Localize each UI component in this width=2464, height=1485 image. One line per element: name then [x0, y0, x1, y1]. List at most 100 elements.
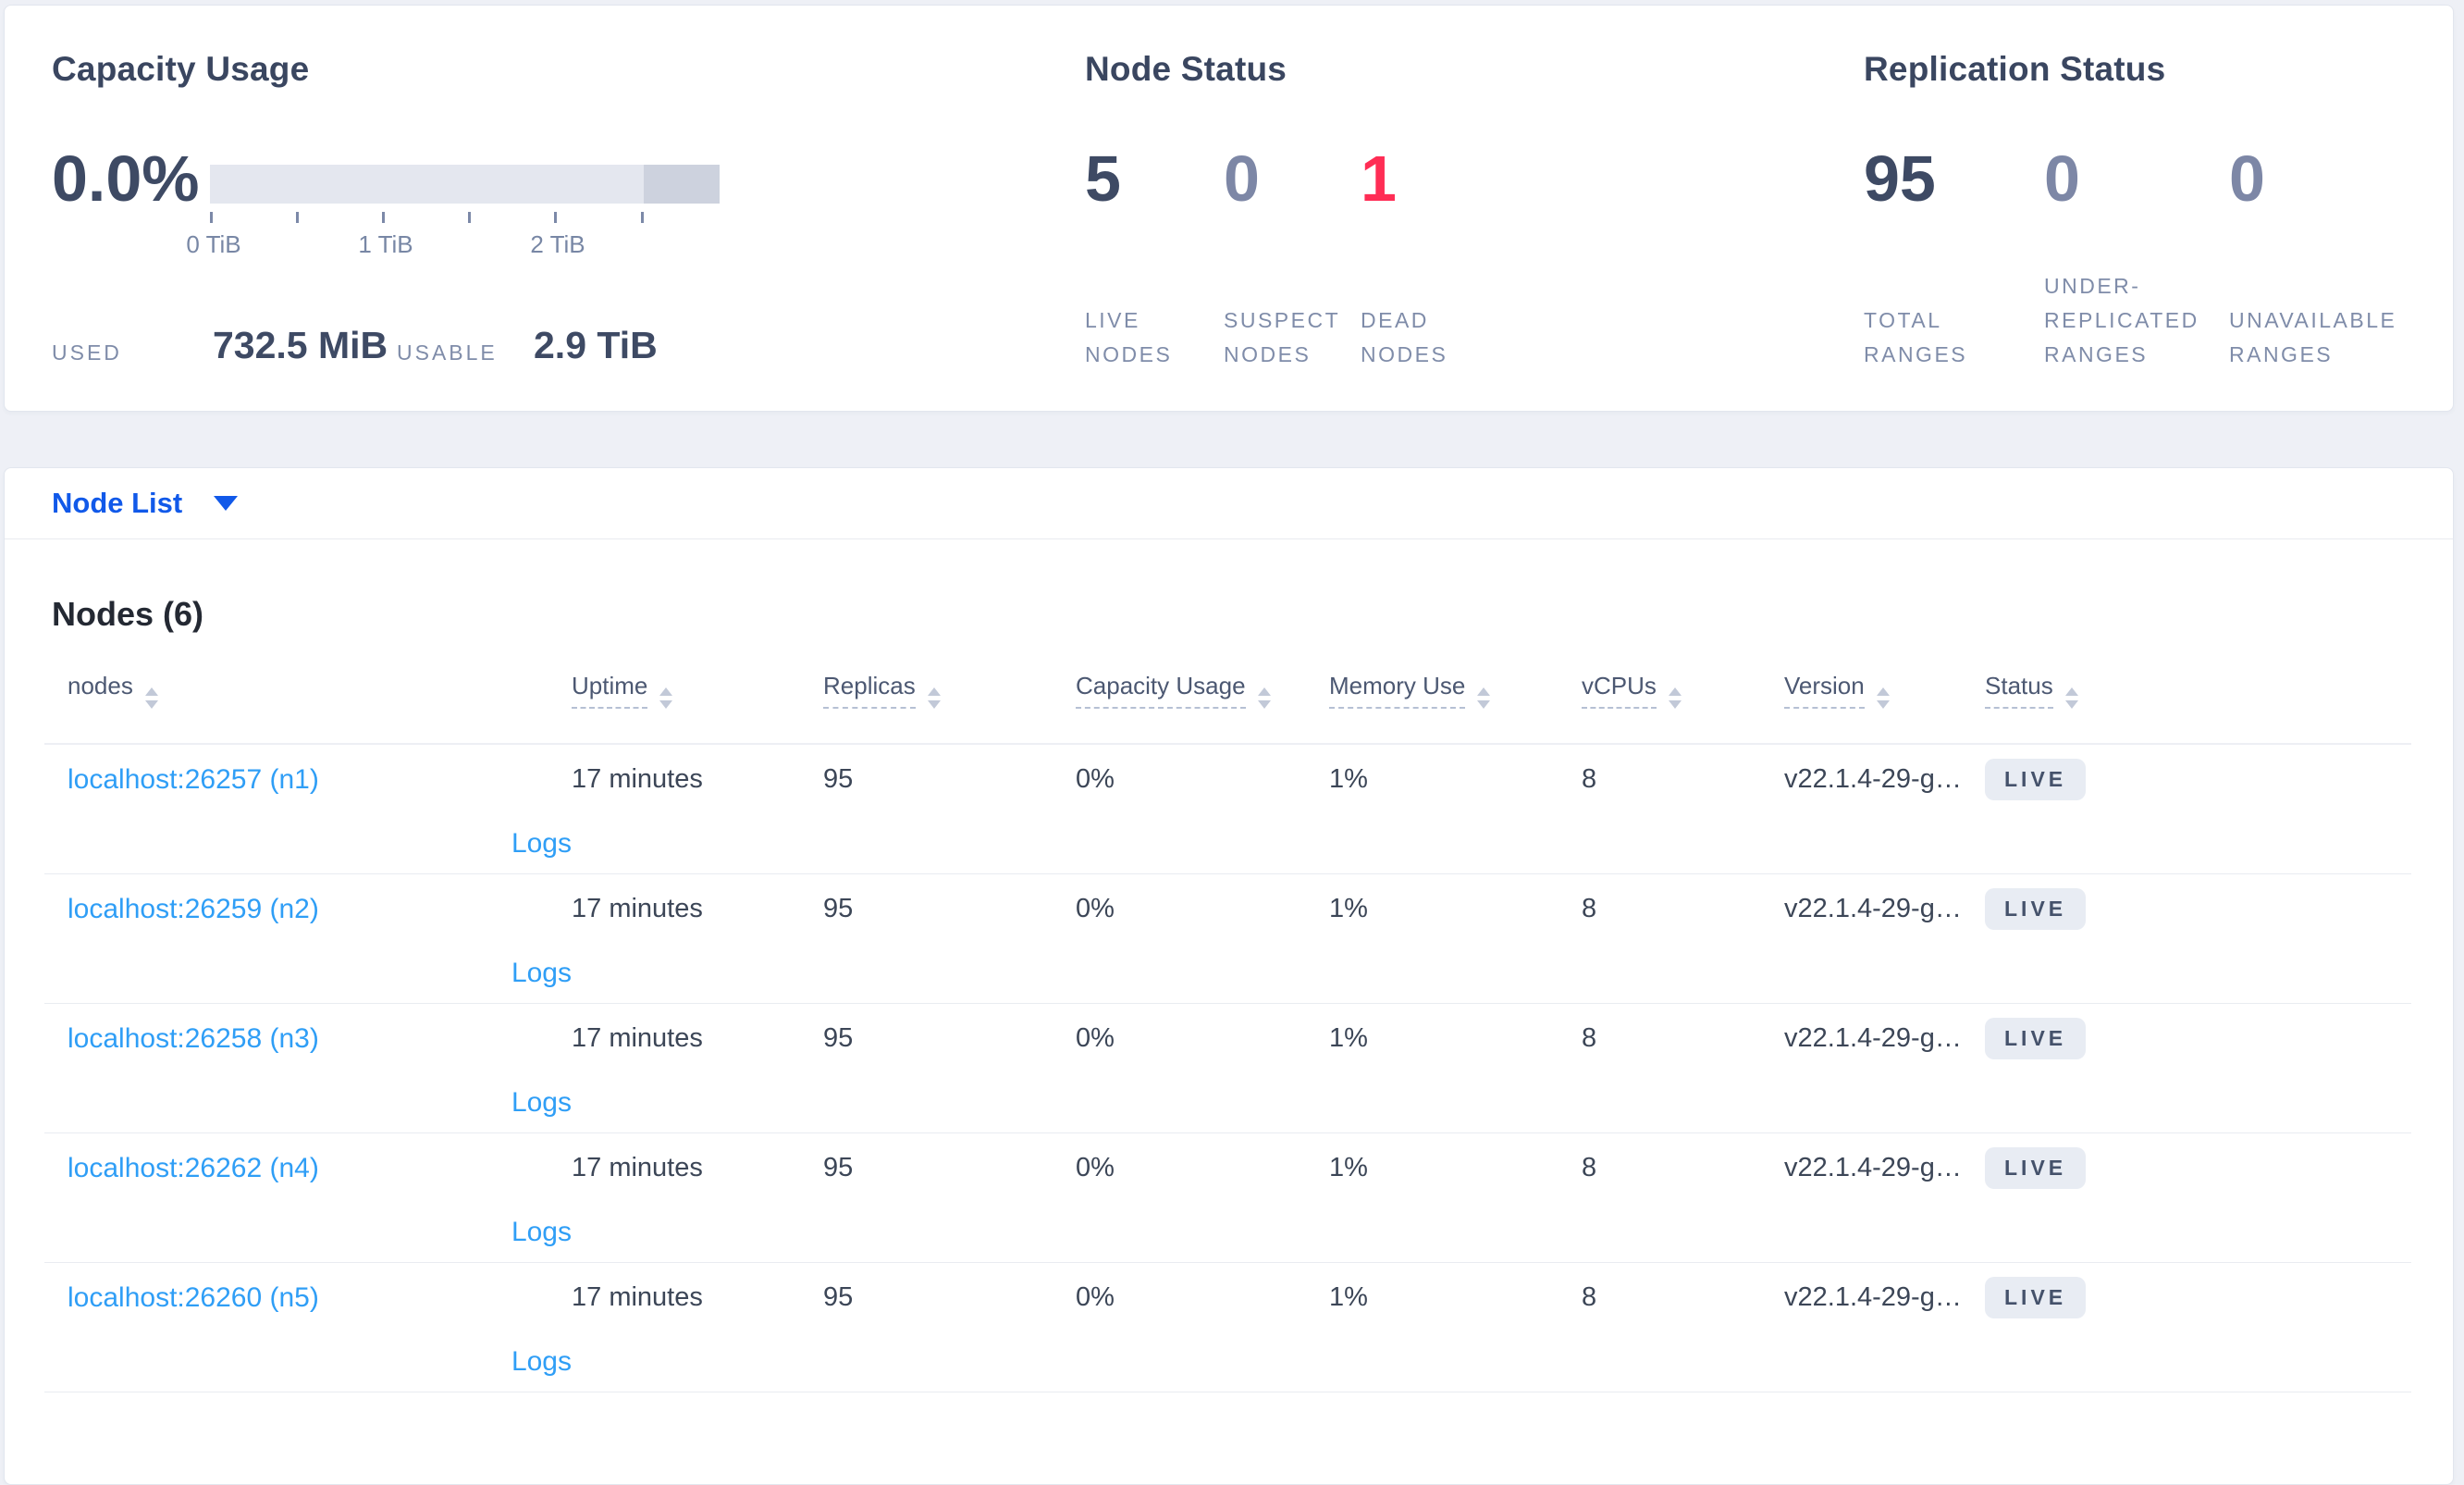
nodes-section-title: Nodes (6) — [52, 595, 204, 633]
node-list-dropdown[interactable]: Node List — [5, 468, 2453, 539]
axis-tick — [382, 212, 385, 223]
axis-tick — [554, 212, 557, 223]
status-badge: LIVE — [1985, 888, 2087, 930]
axis-tick — [468, 212, 471, 223]
version-cell: v22.1.4-29-g… — [1784, 1282, 1962, 1312]
memory-cell: 1% — [1329, 894, 1368, 923]
header-divider — [44, 743, 2411, 745]
memory-cell: 1% — [1329, 1282, 1368, 1312]
vcpus-cell: 8 — [1582, 1153, 1597, 1182]
replicas-cell: 95 — [823, 764, 854, 794]
table-header-row: nodes Uptime Replicas Capacity Usage Mem… — [5, 652, 2453, 743]
vcpus-cell: 8 — [1582, 1282, 1597, 1312]
replication-status-title: Replication Status — [1864, 50, 2166, 88]
column-header-version[interactable]: Version — [1784, 672, 1985, 709]
under-replicated-ranges-label: UNDER-REPLICATED RANGES — [2044, 274, 2199, 366]
unavailable-ranges-label: UNAVAILABLE RANGES — [2229, 308, 2397, 366]
version-cell: v22.1.4-29-g… — [1784, 764, 1962, 794]
row-divider — [44, 873, 2411, 874]
logs-link[interactable]: Logs — [511, 1087, 572, 1118]
capacity-cell: 0% — [1076, 1023, 1115, 1053]
uptime-cell: 17 minutes — [572, 1153, 703, 1182]
sort-icon[interactable] — [1876, 687, 1890, 709]
node-list-dropdown-label[interactable]: Node List — [52, 487, 183, 519]
axis-tick-label: 0 TiB — [186, 230, 241, 258]
sort-icon[interactable] — [1477, 687, 1491, 709]
status-badge: LIVE — [1985, 1018, 2087, 1059]
live-nodes-count: 5 — [1085, 142, 1121, 215]
capacity-cell: 0% — [1076, 764, 1115, 794]
axis-tick — [210, 212, 213, 223]
total-ranges-label: TOTAL RANGES — [1864, 308, 1968, 366]
dead-nodes-label: DEAD NODES — [1361, 308, 1448, 366]
row-divider — [44, 1262, 2411, 1263]
table-row: localhost:26262 (n4) 17 minutes 95 0% 1%… — [5, 1133, 2453, 1262]
column-header-nodes[interactable]: nodes — [68, 672, 572, 709]
uptime-cell: 17 minutes — [572, 1023, 703, 1053]
usable-label: USABLE — [397, 340, 498, 365]
sort-icon[interactable] — [927, 687, 941, 709]
logs-link[interactable]: Logs — [511, 1346, 572, 1377]
column-header-vcpus[interactable]: vCPUs — [1582, 672, 1784, 709]
replicas-cell: 95 — [823, 1282, 854, 1312]
logs-link[interactable]: Logs — [511, 1217, 572, 1247]
node-link[interactable]: localhost:26262 (n4) — [68, 1152, 319, 1183]
axis-tick — [296, 212, 299, 223]
column-header-uptime[interactable]: Uptime — [572, 672, 823, 709]
memory-cell: 1% — [1329, 764, 1368, 794]
usable-value: 2.9 TiB — [534, 324, 658, 366]
under-replicated-ranges-count: 0 — [2044, 142, 2080, 215]
sort-icon[interactable] — [1257, 687, 1271, 709]
table-row: localhost:26260 (n5) 17 minutes 95 0% 1%… — [5, 1263, 2453, 1392]
version-cell: v22.1.4-29-g… — [1784, 1023, 1962, 1053]
node-link[interactable]: localhost:26259 (n2) — [68, 893, 319, 924]
replicas-cell: 95 — [823, 894, 854, 923]
capacity-used-percent: 0.0% — [52, 142, 200, 215]
vcpus-cell: 8 — [1582, 894, 1597, 923]
axis-tick — [641, 212, 644, 223]
sort-icon[interactable] — [2064, 687, 2078, 709]
node-link[interactable]: localhost:26257 (n1) — [68, 763, 319, 795]
cluster-summary-card: Capacity Usage 0.0% 0 TiB 1 TiB 2 TiB US… — [4, 5, 2454, 412]
capacity-cell: 0% — [1076, 894, 1115, 923]
version-cell: v22.1.4-29-g… — [1784, 894, 1962, 923]
logs-link[interactable]: Logs — [511, 828, 572, 859]
dead-nodes-count: 1 — [1361, 142, 1397, 215]
capacity-cell: 0% — [1076, 1282, 1115, 1312]
row-divider — [44, 1003, 2411, 1004]
status-badge: LIVE — [1985, 1147, 2087, 1189]
node-link[interactable]: localhost:26258 (n3) — [68, 1022, 319, 1054]
capacity-cell: 0% — [1076, 1153, 1115, 1182]
column-header-status[interactable]: Status — [1985, 672, 2372, 709]
column-header-memory-use[interactable]: Memory Use — [1329, 672, 1582, 709]
uptime-cell: 17 minutes — [572, 1282, 703, 1312]
status-cell: LIVE — [1985, 759, 2372, 800]
chevron-down-icon — [214, 496, 239, 511]
status-cell: LIVE — [1985, 888, 2372, 930]
axis-tick-label: 2 TiB — [530, 230, 585, 258]
column-header-replicas[interactable]: Replicas — [823, 672, 1076, 709]
suspect-nodes-label: SUSPECT NODES — [1224, 308, 1340, 366]
memory-cell: 1% — [1329, 1153, 1368, 1182]
uptime-cell: 17 minutes — [572, 894, 703, 923]
suspect-nodes-count: 0 — [1224, 142, 1260, 215]
sort-icon[interactable] — [144, 687, 158, 709]
capacity-usage-bar — [210, 165, 720, 204]
status-badge: LIVE — [1985, 759, 2087, 800]
uptime-cell: 17 minutes — [572, 764, 703, 794]
column-header-capacity-usage[interactable]: Capacity Usage — [1076, 672, 1329, 709]
table-row: localhost:26257 (n1) 17 minutes 95 0% 1%… — [5, 745, 2453, 873]
live-nodes-label: LIVE NODES — [1085, 308, 1173, 366]
sort-icon[interactable] — [1668, 687, 1682, 709]
capacity-bar-extra-segment — [644, 165, 720, 204]
version-cell: v22.1.4-29-g… — [1784, 1153, 1962, 1182]
logs-link[interactable]: Logs — [511, 958, 572, 988]
vcpus-cell: 8 — [1582, 764, 1597, 794]
sort-icon[interactable] — [659, 687, 673, 709]
node-status-title: Node Status — [1085, 50, 1287, 88]
status-cell: LIVE — [1985, 1147, 2372, 1189]
used-label: USED — [52, 340, 122, 365]
unavailable-ranges-count: 0 — [2229, 142, 2265, 215]
node-link[interactable]: localhost:26260 (n5) — [68, 1281, 319, 1313]
memory-cell: 1% — [1329, 1023, 1368, 1053]
